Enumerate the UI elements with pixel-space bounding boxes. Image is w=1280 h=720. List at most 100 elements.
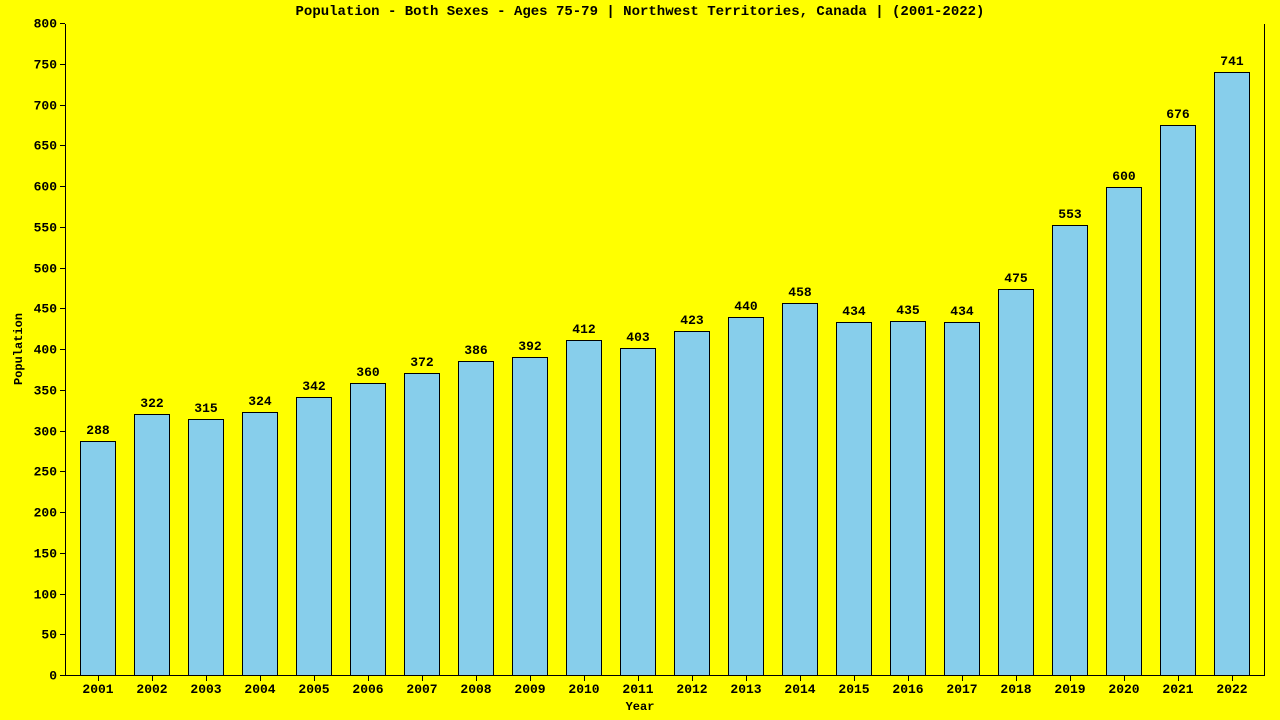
bar (188, 419, 224, 676)
y-tick-mark (60, 634, 65, 635)
bar-value-label: 435 (896, 303, 919, 318)
bar (944, 322, 980, 676)
bar-slot: 7412022 (1205, 24, 1259, 676)
y-tick-mark (60, 145, 65, 146)
x-tick-mark (368, 676, 369, 681)
x-tick-mark (152, 676, 153, 681)
bar-slot: 6762021 (1151, 24, 1205, 676)
bar-value-label: 288 (86, 423, 109, 438)
bar-slot: 3152003 (179, 24, 233, 676)
x-tick-mark (98, 676, 99, 681)
y-tick-label: 350 (34, 383, 57, 398)
y-tick-label: 0 (49, 669, 57, 684)
y-tick-label: 200 (34, 506, 57, 521)
bar-value-label: 434 (842, 304, 865, 319)
bar (566, 340, 602, 676)
y-tick-label: 50 (41, 628, 57, 643)
bar (674, 331, 710, 676)
y-tick-label: 300 (34, 424, 57, 439)
bar-slot: 3862008 (449, 24, 503, 676)
bar (296, 397, 332, 676)
x-tick-mark (206, 676, 207, 681)
x-tick-mark (530, 676, 531, 681)
x-tick-label: 2002 (136, 682, 167, 697)
x-tick-label: 2008 (460, 682, 491, 697)
bar-slot: 2882001 (71, 24, 125, 676)
bar-value-label: 434 (950, 304, 973, 319)
bar-value-label: 322 (140, 396, 163, 411)
x-tick-mark (1016, 676, 1017, 681)
y-tick-label: 800 (34, 17, 57, 32)
y-tick-mark (60, 105, 65, 106)
bars-area: 2882001322200231520033242004342200536020… (65, 24, 1265, 676)
bar (728, 317, 764, 676)
y-tick-label: 700 (34, 98, 57, 113)
bar (1160, 125, 1196, 676)
x-tick-label: 2018 (1000, 682, 1031, 697)
bar-slot: 3242004 (233, 24, 287, 676)
y-tick-label: 500 (34, 261, 57, 276)
bar-slot: 3222002 (125, 24, 179, 676)
bar-value-label: 440 (734, 299, 757, 314)
bar-value-label: 475 (1004, 271, 1027, 286)
x-tick-mark (638, 676, 639, 681)
bar-slot: 4342017 (935, 24, 989, 676)
bar-slot: 4352016 (881, 24, 935, 676)
bar-value-label: 324 (248, 394, 271, 409)
bar-slot: 3602006 (341, 24, 395, 676)
y-tick-mark (60, 675, 65, 676)
x-tick-label: 2010 (568, 682, 599, 697)
y-tick-label: 750 (34, 57, 57, 72)
bar-slot: 4342015 (827, 24, 881, 676)
x-tick-mark (314, 676, 315, 681)
bar (782, 303, 818, 676)
x-axis-label: Year (0, 700, 1280, 714)
x-tick-mark (908, 676, 909, 681)
y-tick-mark (60, 390, 65, 391)
plot-area: 2882001322200231520033242004342200536020… (65, 24, 1265, 676)
bar-slot: 4232012 (665, 24, 719, 676)
x-tick-mark (854, 676, 855, 681)
y-tick-mark (60, 471, 65, 472)
y-tick-mark (60, 308, 65, 309)
bar (512, 357, 548, 676)
x-tick-mark (1070, 676, 1071, 681)
x-tick-label: 2017 (946, 682, 977, 697)
x-tick-mark (1232, 676, 1233, 681)
population-bar-chart: Population - Both Sexes - Ages 75-79 | N… (0, 0, 1280, 720)
y-tick-mark (60, 594, 65, 595)
x-tick-label: 2022 (1216, 682, 1247, 697)
x-tick-mark (692, 676, 693, 681)
bar (1052, 225, 1088, 676)
y-tick-label: 100 (34, 587, 57, 602)
bar-value-label: 360 (356, 365, 379, 380)
bar-value-label: 676 (1166, 107, 1189, 122)
y-tick-label: 650 (34, 139, 57, 154)
x-tick-label: 2014 (784, 682, 815, 697)
x-tick-label: 2021 (1162, 682, 1193, 697)
bar-slot: 4752018 (989, 24, 1043, 676)
x-tick-mark (260, 676, 261, 681)
bar-slot: 4582014 (773, 24, 827, 676)
x-tick-mark (1178, 676, 1179, 681)
y-tick-mark (60, 23, 65, 24)
bar-slot: 3422005 (287, 24, 341, 676)
y-tick-mark (60, 186, 65, 187)
bar-value-label: 600 (1112, 169, 1135, 184)
x-tick-mark (1124, 676, 1125, 681)
y-tick-mark (60, 512, 65, 513)
bar-slot: 6002020 (1097, 24, 1151, 676)
x-tick-mark (584, 676, 585, 681)
x-tick-label: 2003 (190, 682, 221, 697)
x-tick-label: 2020 (1108, 682, 1139, 697)
y-tick-label: 450 (34, 302, 57, 317)
bar (836, 322, 872, 676)
chart-title: Population - Both Sexes - Ages 75-79 | N… (0, 4, 1280, 20)
x-tick-label: 2016 (892, 682, 923, 697)
y-tick-mark (60, 553, 65, 554)
bar-value-label: 423 (680, 313, 703, 328)
y-tick-mark (60, 227, 65, 228)
bar (890, 321, 926, 676)
bar-value-label: 386 (464, 343, 487, 358)
bar-slot: 4402013 (719, 24, 773, 676)
